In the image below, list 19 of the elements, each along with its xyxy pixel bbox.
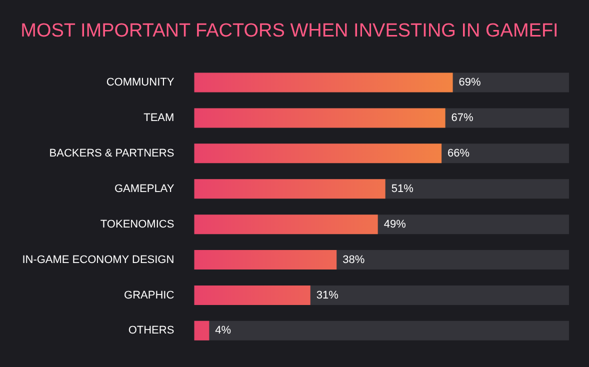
- y-tick-label: BACKERS & PARTNERS: [49, 147, 174, 160]
- y-tick-label: OTHERS: [128, 324, 174, 337]
- data-label: 69%: [458, 76, 482, 89]
- data-label: 67%: [451, 112, 474, 124]
- data-label: 49%: [384, 218, 406, 230]
- y-tick-label: GAMEPLAY: [114, 182, 175, 195]
- data-label: 66%: [448, 147, 470, 160]
- y-tick-label: IN-GAME ECONOMY DESIGN: [22, 254, 174, 266]
- bar: [194, 320, 210, 340]
- y-tick-label: TEAM: [144, 112, 174, 124]
- y-tick-label: GRAPHIC: [124, 289, 174, 302]
- chart-title: MOST IMPORTANT FACTORS WHEN INVESTING IN GAMEFI: [20, 20, 558, 42]
- y-tick-label: COMMUNITY: [106, 76, 175, 89]
- data-label: 4%: [215, 324, 232, 337]
- data-label: 31%: [316, 289, 339, 302]
- y-tick-label: TOKENOMICS: [100, 218, 174, 230]
- bar: [194, 285, 310, 305]
- data-label: 38%: [342, 254, 365, 266]
- data-label: 51%: [391, 182, 414, 195]
